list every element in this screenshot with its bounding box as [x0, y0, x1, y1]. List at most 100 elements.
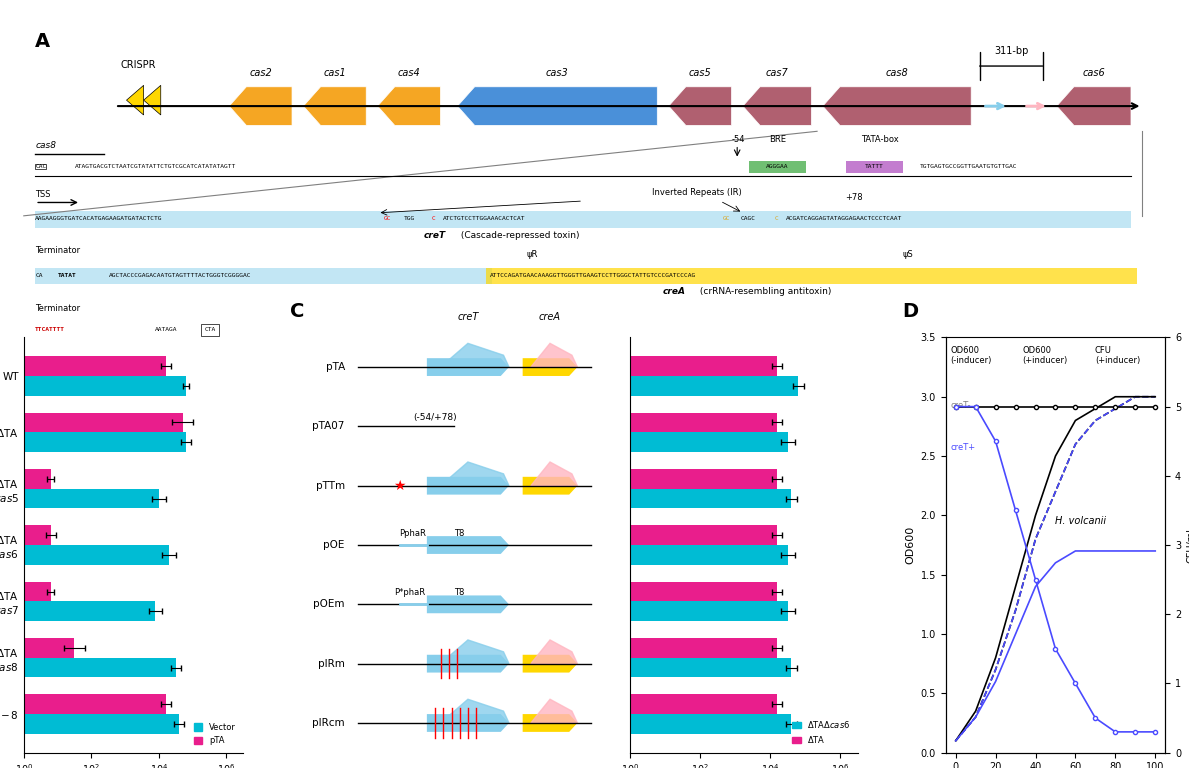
Text: creT: creT: [423, 231, 446, 240]
Text: pIRm: pIRm: [317, 659, 345, 669]
Bar: [630, 376, 798, 396]
Polygon shape: [441, 699, 509, 723]
Y-axis label: CFU/ml
(×10⁹): CFU/ml (×10⁹): [1187, 528, 1189, 562]
Text: OD600
(+inducer): OD600 (+inducer): [1023, 346, 1068, 365]
creT+ (OD): [1008, 606, 1023, 615]
Text: cas7: cas7: [766, 68, 788, 78]
Text: AGCTACCCGAGACAATGTAGTTTTACTGGGTCGGGGAC: AGCTACCCGAGACAATGTAGTTTTACTGGGTCGGGGAC: [109, 273, 252, 277]
creT- (OD): [1008, 606, 1023, 615]
Text: (crRNA-resembling antitoxin): (crRNA-resembling antitoxin): [697, 287, 831, 296]
Polygon shape: [378, 87, 440, 125]
Bar: [24, 657, 176, 677]
Text: cas8: cas8: [36, 141, 56, 150]
Text: AATAGA: AATAGA: [155, 327, 177, 333]
creT+ (OD): [1049, 487, 1063, 496]
Text: OD600
(-inducer): OD600 (-inducer): [950, 346, 992, 365]
Text: cas6: cas6: [172, 341, 191, 349]
Text: cas3: cas3: [546, 68, 568, 78]
Text: pTA: pTA: [326, 362, 345, 372]
FancyArrow shape: [427, 358, 509, 376]
Line: creT- (OD): creT- (OD): [956, 397, 1156, 741]
Polygon shape: [743, 87, 811, 125]
creT- (OD): [969, 713, 983, 722]
FancyArrow shape: [523, 655, 578, 673]
creT+ (OD): [1068, 439, 1082, 449]
Text: cas1: cas1: [323, 68, 346, 78]
Text: -54: -54: [731, 134, 746, 144]
Text: +78: +78: [845, 193, 863, 201]
FancyBboxPatch shape: [36, 268, 492, 284]
Legend: $\Delta$TA$\Delta$$\it{cas6}$, $\Delta$TA: $\Delta$TA$\Delta$$\it{cas6}$, $\Delta$T…: [788, 716, 854, 749]
Text: ATTCCAGATGAACAAAGGTTGGGTTGAAGTCCTTGGGCTATTGTCCCGATCCCAG: ATTCCAGATGAACAAAGGTTGGGTTGAAGTCCTTGGGCTA…: [490, 273, 696, 277]
FancyArrow shape: [427, 477, 509, 495]
Text: (-54/+78): (-54/+78): [414, 413, 457, 422]
Bar: [630, 488, 791, 508]
Text: CTA: CTA: [205, 327, 215, 333]
Text: CAGC: CAGC: [741, 217, 755, 221]
Text: pTTm: pTTm: [315, 481, 345, 491]
creT- (OD): [1028, 535, 1043, 544]
Text: creA: creA: [663, 287, 686, 296]
Text: Terminator: Terminator: [36, 303, 81, 313]
Bar: [630, 469, 778, 488]
creT- (OD): [1049, 487, 1063, 496]
Text: CAC: CAC: [36, 164, 46, 170]
Text: ψR: ψR: [526, 250, 537, 260]
Polygon shape: [144, 85, 161, 115]
Bar: [630, 525, 778, 545]
Text: pIRcm: pIRcm: [313, 718, 345, 728]
Text: cas5: cas5: [688, 68, 711, 78]
Polygon shape: [530, 462, 578, 485]
Bar: [24, 638, 75, 657]
Text: creA: creA: [539, 312, 561, 322]
creT+ (OD): [988, 665, 1002, 674]
Polygon shape: [303, 87, 366, 125]
Polygon shape: [1057, 87, 1131, 125]
creT- (OD): [1149, 392, 1163, 402]
Text: cas4: cas4: [397, 68, 421, 78]
Text: ATAGTGACGTCTAATCGTATATTCTGTCGCATCATATATAGTT: ATAGTGACGTCTAATCGTATATTCTGTCGCATCATATATA…: [75, 164, 237, 170]
Text: pOE: pOE: [323, 540, 345, 550]
Text: C: C: [290, 302, 304, 321]
Polygon shape: [668, 87, 731, 125]
Bar: [630, 657, 791, 677]
Bar: [24, 356, 165, 376]
Bar: [630, 694, 778, 714]
Text: creT-: creT-: [950, 401, 970, 410]
Line: creT+ (OD): creT+ (OD): [956, 397, 1156, 741]
FancyArrow shape: [427, 536, 509, 554]
Bar: [24, 714, 180, 733]
Text: TGTGAGTGCCGGTTGAATGTGTTGAC: TGTGAGTGCCGGTTGAATGTGTTGAC: [920, 164, 1018, 170]
Text: TATAT: TATAT: [58, 273, 77, 277]
creT- (OD): [1108, 404, 1122, 413]
Polygon shape: [530, 699, 578, 723]
Bar: [630, 432, 788, 452]
Text: TATA-box: TATA-box: [861, 134, 899, 144]
Text: TSS: TSS: [36, 190, 51, 199]
Bar: [24, 412, 182, 432]
Text: CA: CA: [36, 273, 43, 277]
Bar: [630, 581, 778, 601]
creT+ (OD): [969, 713, 983, 722]
Text: C: C: [775, 217, 779, 221]
Bar: [24, 488, 159, 508]
Polygon shape: [441, 462, 509, 485]
Text: AAGAAGGGTGATCACATGAGAAGATGATACTCTG: AAGAAGGGTGATCACATGAGAAGATGATACTCTG: [36, 217, 163, 221]
creT+ (OD): [1149, 392, 1163, 402]
Legend: Vector, pTA: Vector, pTA: [190, 720, 239, 749]
Text: T8: T8: [454, 529, 465, 538]
FancyArrow shape: [523, 714, 578, 732]
Bar: [24, 432, 185, 452]
Polygon shape: [530, 343, 578, 367]
creT- (OD): [1128, 392, 1143, 402]
Text: D: D: [901, 302, 918, 321]
Text: creT+: creT+: [950, 442, 975, 452]
Bar: [24, 469, 51, 488]
Text: BRE: BRE: [768, 134, 786, 144]
Text: GC: GC: [723, 217, 730, 221]
FancyArrow shape: [427, 714, 509, 732]
Text: Inverted Repeats (IR): Inverted Repeats (IR): [652, 188, 741, 197]
Polygon shape: [126, 85, 144, 115]
Bar: [630, 714, 791, 733]
Text: 311-bp: 311-bp: [994, 46, 1028, 56]
